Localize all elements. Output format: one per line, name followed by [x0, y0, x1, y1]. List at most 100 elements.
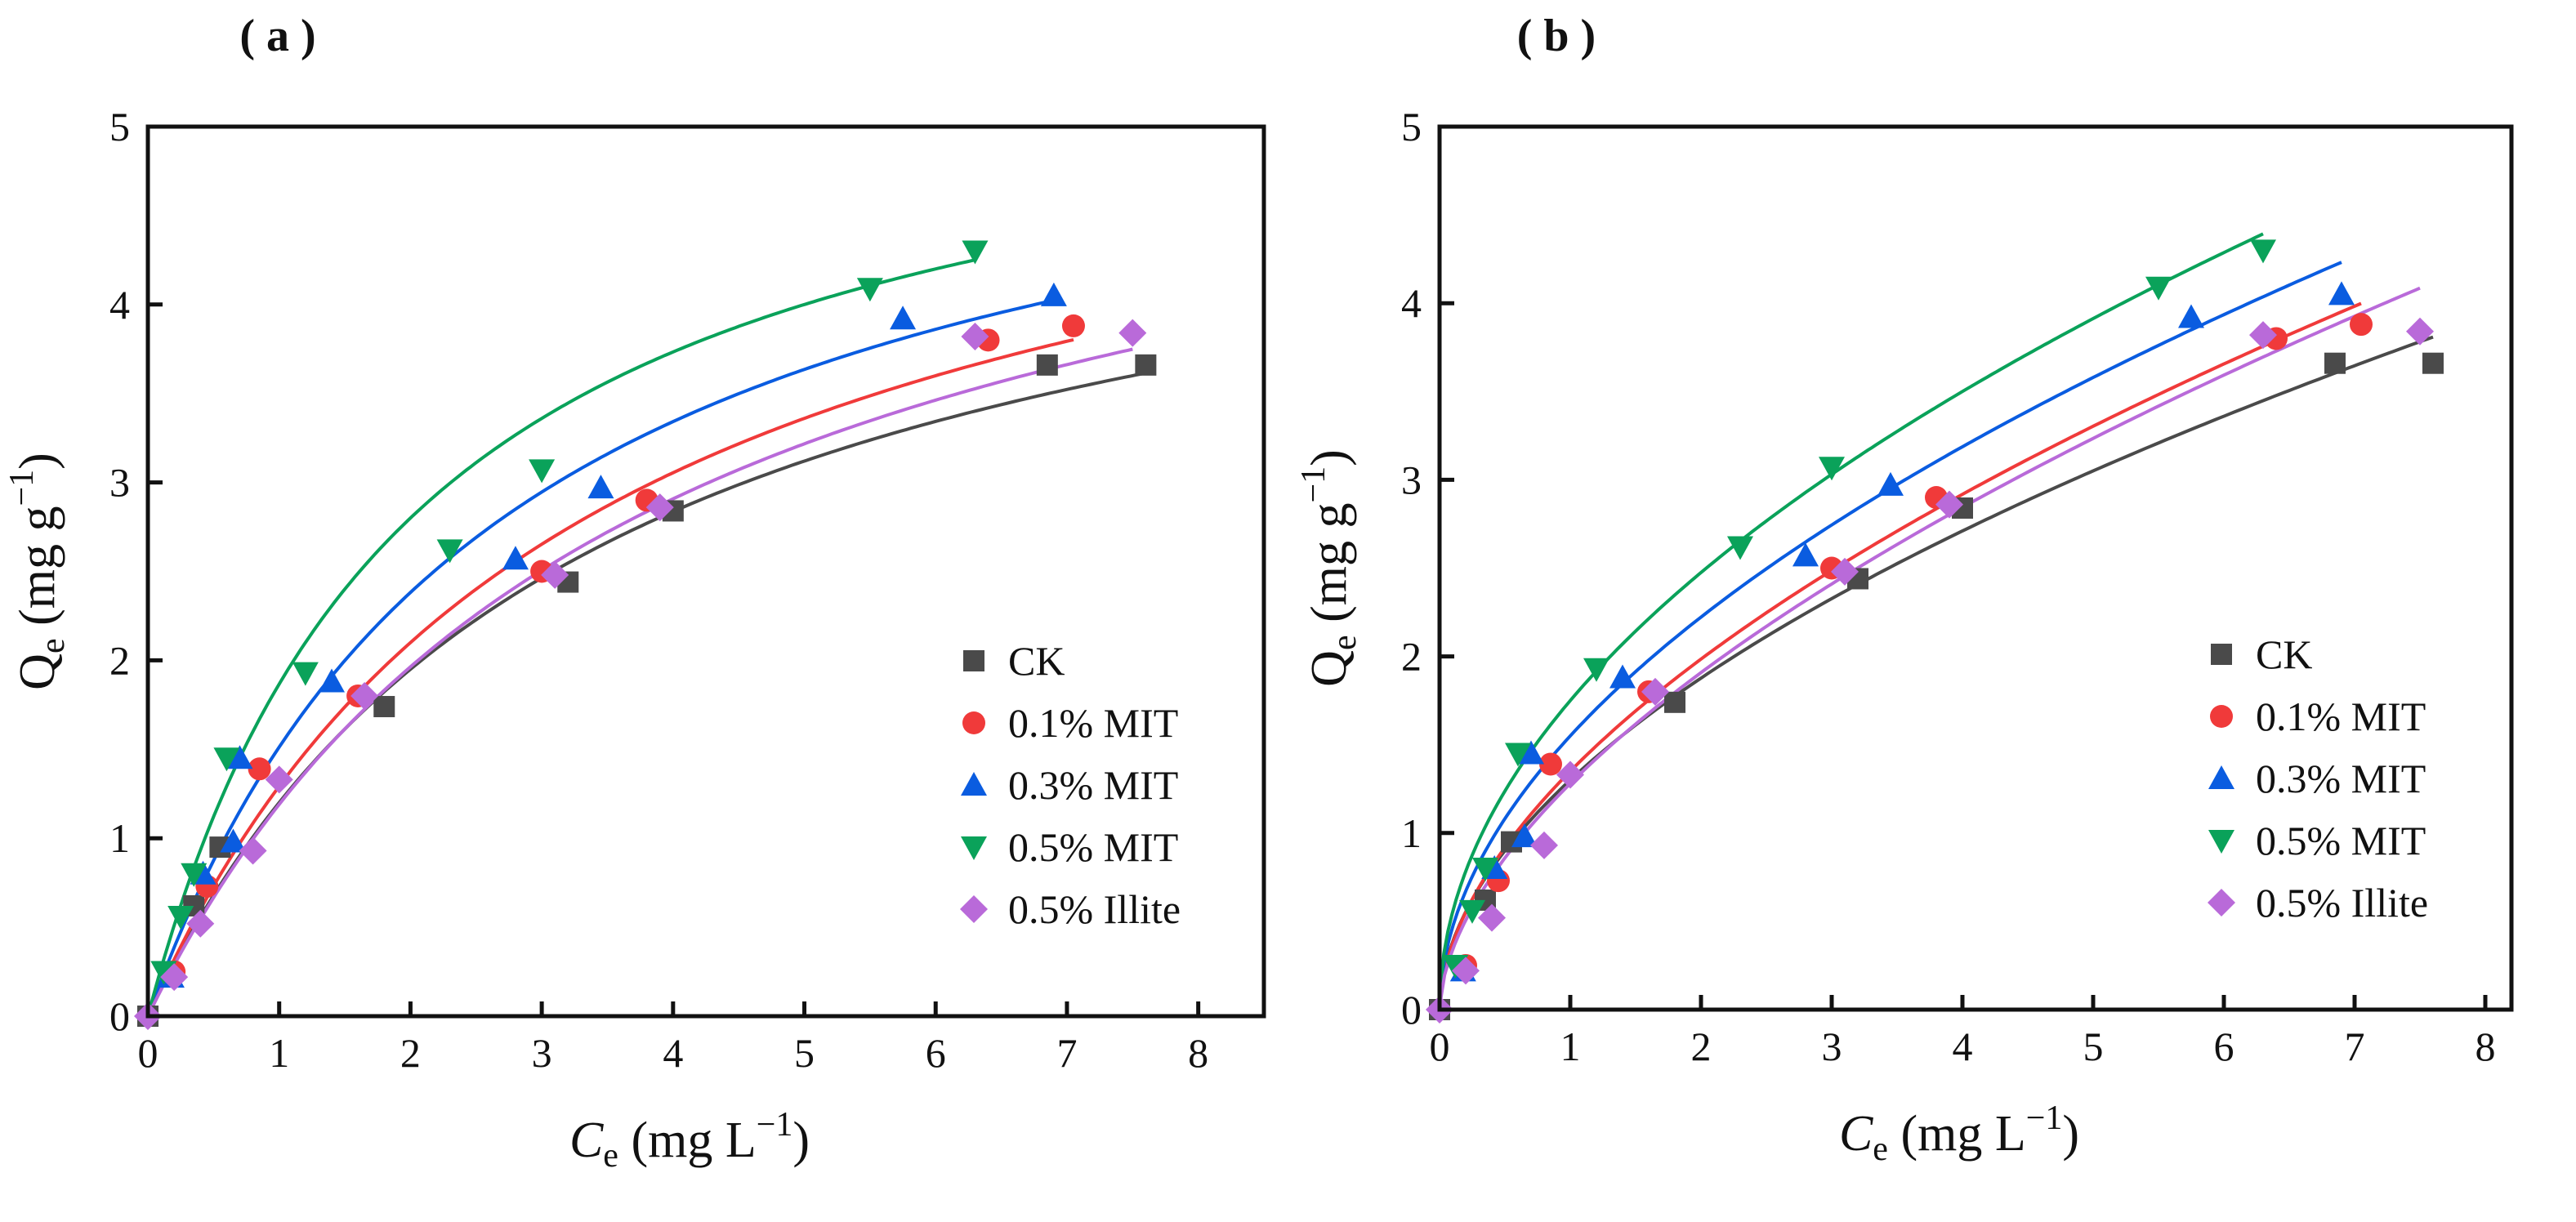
- data-point: [1641, 677, 1669, 706]
- data-point: [1459, 899, 1485, 924]
- x-tick-label: 0: [138, 1030, 158, 1076]
- data-point: [1061, 314, 1085, 337]
- y-label-subscript: e: [1326, 635, 1364, 650]
- data-point: [962, 240, 989, 265]
- fit-curves: [1440, 232, 2434, 1006]
- legend-marker: [2210, 705, 2233, 728]
- data-point: [1036, 354, 1058, 376]
- y-tick-label: 0: [1401, 987, 1422, 1032]
- legend-marker: [961, 836, 987, 860]
- data-point: [1478, 903, 1506, 932]
- x-tick-label: 6: [2214, 1024, 2234, 1069]
- legend-label: 0.1% MIT: [1008, 700, 1178, 746]
- data-point: [1040, 282, 1067, 306]
- series-0-3-mit: [1449, 281, 2355, 982]
- data-point: [1135, 354, 1157, 376]
- data-point: [2249, 321, 2277, 350]
- series-ck: [137, 354, 1157, 1027]
- legend-marker: [2211, 644, 2232, 665]
- y-tick-label: 4: [109, 282, 130, 328]
- legend-label: CK: [2256, 631, 2312, 677]
- data-point: [2178, 304, 2204, 328]
- series-0-5-mit: [1442, 239, 2276, 979]
- plot-frame: [145, 124, 1266, 1019]
- x-tick-label: 2: [1691, 1024, 1712, 1069]
- fit-curve-0-1-mit: [148, 337, 1074, 1016]
- data-point: [1583, 658, 1609, 682]
- legend-label: 0.1% MIT: [2256, 694, 2426, 739]
- data-point: [1819, 457, 1845, 481]
- fit-curve-0-1-mit: [1440, 301, 2362, 1005]
- y-tick-label: 2: [1401, 634, 1422, 680]
- panel-label: ( b ): [1517, 11, 1596, 61]
- legend-marker: [2208, 765, 2234, 789]
- y-tick-label: 3: [1401, 457, 1422, 502]
- fit-curve-ck: [148, 371, 1146, 1016]
- data-point: [292, 662, 319, 686]
- legend: CK 0.1% MIT 0.3% MIT 0.5% MIT 0.5% Illite: [2208, 631, 2428, 925]
- y-label-close: ): [1301, 449, 1357, 466]
- x-tick-label: 2: [400, 1030, 421, 1076]
- data-point: [318, 668, 345, 693]
- data-point: [2422, 352, 2444, 374]
- data-point: [529, 459, 556, 484]
- data-point: [1505, 743, 1531, 767]
- x-tick-label: 5: [2083, 1024, 2104, 1069]
- data-point: [373, 696, 395, 718]
- x-tick-label: 5: [794, 1030, 815, 1076]
- x-label-superscript: −1: [2026, 1099, 2063, 1137]
- data-point: [1609, 664, 1636, 689]
- x-label-superscript: −1: [757, 1106, 793, 1144]
- data-point: [645, 493, 674, 522]
- x-tick-label: 6: [926, 1030, 946, 1076]
- series-0-5-illite: [1426, 317, 2434, 1024]
- fit-curve-0-5-illite: [148, 347, 1133, 1016]
- x-label-symbol: C: [569, 1113, 604, 1168]
- fit-curve-0-3-mit: [148, 298, 1055, 1016]
- series-0-5-illite: [134, 319, 1147, 1030]
- data-point: [1530, 831, 1558, 859]
- y-tick-label: 4: [1401, 280, 1422, 326]
- x-tick-label: 0: [1430, 1024, 1450, 1069]
- data-point: [226, 745, 253, 769]
- y-label-symbol: Q: [10, 653, 65, 690]
- plot-frame: [1437, 124, 2514, 1012]
- data-point: [1118, 319, 1147, 347]
- legend: CK 0.1% MIT 0.3% MIT 0.5% MIT 0.5% Illite: [960, 638, 1181, 932]
- data-point: [239, 836, 267, 865]
- x-axis-label: Ce (mg L−1): [1839, 1099, 2079, 1168]
- x-label-close: ): [2062, 1106, 2079, 1162]
- legend-marker: [2208, 830, 2234, 854]
- series-0-3-mit: [158, 282, 1067, 988]
- y-label-symbol: Q: [1301, 650, 1357, 687]
- panel-label: ( a ): [239, 11, 315, 61]
- x-tick-label: 1: [269, 1030, 289, 1076]
- legend-label: CK: [1008, 638, 1065, 684]
- data-point: [856, 278, 883, 302]
- y-tick-label: 1: [109, 815, 130, 861]
- legend-marker: [961, 772, 987, 796]
- x-label-unit: (mg L: [618, 1113, 757, 1168]
- x-tick-label: 4: [663, 1030, 683, 1076]
- data-point: [1518, 740, 1544, 765]
- data-point: [1664, 691, 1685, 713]
- data-point: [502, 546, 529, 570]
- y-tick-label: 5: [109, 104, 130, 149]
- y-label-close: ): [10, 453, 65, 470]
- data-point: [220, 828, 247, 853]
- data-point: [265, 765, 293, 794]
- x-tick-label: 3: [532, 1030, 552, 1076]
- x-tick-label: 1: [1560, 1024, 1581, 1069]
- data-point: [1556, 760, 1584, 789]
- data-point: [2250, 239, 2276, 264]
- data-point: [1792, 542, 1819, 567]
- data-point: [1935, 490, 1963, 519]
- fit-curves: [148, 258, 1146, 1016]
- data-point: [1539, 752, 1562, 776]
- y-axis-label: Qe (mg g−1): [1295, 449, 1364, 687]
- x-label-close: ): [792, 1113, 810, 1168]
- data-point: [150, 961, 177, 985]
- legend-label: 0.5% Illite: [2256, 880, 2428, 925]
